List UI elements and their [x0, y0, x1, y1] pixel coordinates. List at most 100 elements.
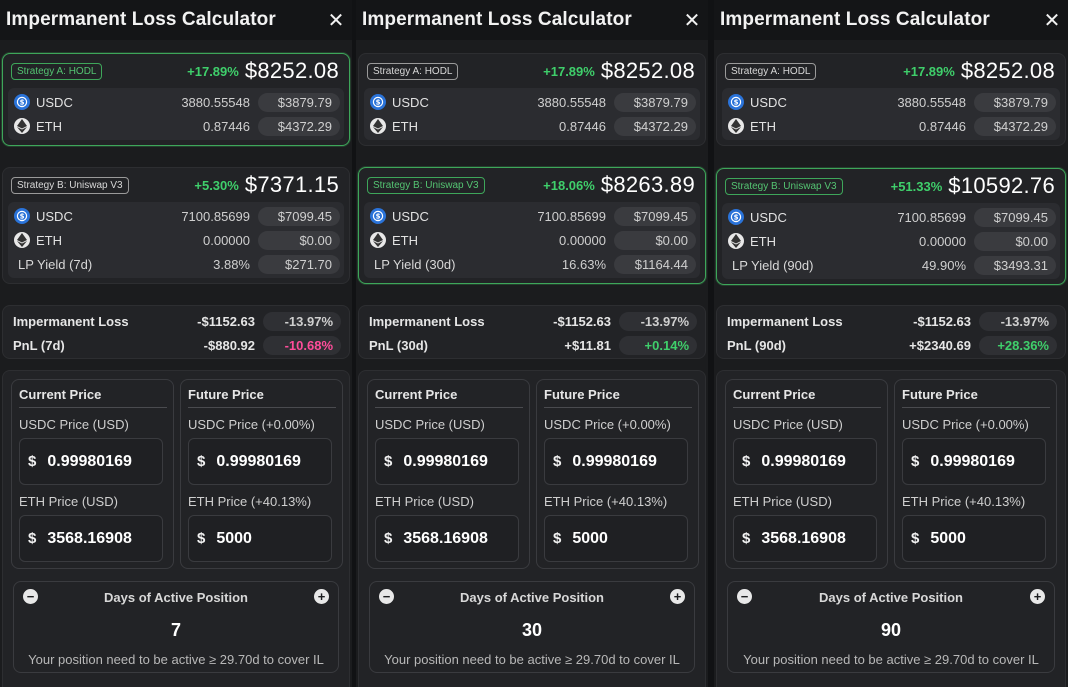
il-value: -$1152.63: [197, 313, 255, 329]
strategy-a-card[interactable]: Strategy A: HODL +17.89% $8252.08 $ USDC…: [2, 53, 350, 146]
lp-yield-value: $1164.44: [614, 254, 696, 274]
future-price-title: Future Price: [544, 387, 692, 408]
current-eth-input[interactable]: [761, 529, 872, 548]
summary-card: Impermanent Loss -$1152.63 -13.97% PnL (…: [2, 305, 350, 359]
token-value: $4372.29: [614, 116, 696, 136]
token-name: ETH: [750, 118, 776, 134]
panel-title: Impermanent Loss Calculator: [6, 9, 276, 30]
future-price-title: Future Price: [188, 387, 336, 408]
future-eth-field[interactable]: $: [902, 515, 1046, 562]
close-icon[interactable]: ✕: [683, 9, 701, 32]
dollar-sign: $: [553, 453, 562, 470]
token-name: ETH: [750, 233, 776, 249]
increase-days-button[interactable]: +: [1030, 589, 1045, 604]
current-eth-field[interactable]: $: [375, 515, 519, 562]
future-usdc-field[interactable]: $: [188, 438, 332, 485]
strategy-b-badge: Strategy B: Uniswap V3: [11, 176, 129, 194]
usdc-icon: $: [728, 94, 744, 110]
current-usdc-label: USDC Price (USD): [375, 417, 485, 432]
days-value[interactable]: 7: [170, 620, 181, 640]
svg-text:$: $: [734, 99, 739, 107]
future-eth-field[interactable]: $: [544, 515, 688, 562]
eth-icon: [728, 233, 744, 249]
panel-header: Impermanent Loss Calculator ✕: [356, 0, 708, 40]
current-eth-input[interactable]: [47, 529, 158, 548]
future-price-box: Future Price USDC Price (+0.00%) $ ETH P…: [536, 379, 699, 569]
future-usdc-field[interactable]: $: [902, 438, 1046, 485]
current-usdc-field[interactable]: $: [375, 438, 519, 485]
lp-yield-row: LP Yield (90d) 49.90% $3493.31: [728, 253, 1056, 277]
strategy-b-card[interactable]: Strategy B: Uniswap V3 +5.30% $7371.15 $…: [2, 167, 350, 284]
current-usdc-input[interactable]: [403, 452, 514, 471]
close-icon[interactable]: ✕: [327, 9, 345, 32]
token-value: $7099.45: [614, 206, 696, 226]
calculator-panel: Impermanent Loss Calculator ✕ Strategy A…: [0, 0, 352, 687]
future-usdc-input[interactable]: [216, 452, 327, 471]
current-usdc-field[interactable]: $: [19, 438, 163, 485]
lp-yield-label: LP Yield (7d): [18, 256, 93, 272]
days-title: Days of Active Position: [104, 590, 248, 605]
strategy-b-percent: +18.06%: [543, 177, 595, 193]
current-price-box: Current Price USDC Price (USD) $ ETH Pri…: [367, 379, 530, 569]
future-eth-input[interactable]: [930, 529, 1041, 548]
future-eth-input[interactable]: [216, 529, 327, 548]
future-price-title: Future Price: [902, 387, 1050, 408]
future-eth-label: ETH Price (+40.13%): [188, 494, 312, 509]
token-amount: 7100.85699: [537, 208, 606, 224]
dollar-sign: $: [911, 453, 920, 470]
current-usdc-input[interactable]: [47, 452, 158, 471]
il-value: -$1152.63: [553, 313, 611, 329]
future-usdc-field[interactable]: $: [544, 438, 688, 485]
future-eth-label: ETH Price (+40.13%): [902, 494, 1026, 509]
increase-days-button[interactable]: +: [670, 589, 685, 604]
strategy-a-percent: +17.89%: [543, 63, 595, 79]
strategy-b-card[interactable]: Strategy B: Uniswap V3 +51.33% $10592.76…: [716, 168, 1066, 285]
increase-days-button[interactable]: +: [314, 589, 329, 604]
current-eth-input[interactable]: [403, 529, 514, 548]
strategy-a-card[interactable]: Strategy A: HODL +17.89% $8252.08 $ USDC…: [716, 53, 1066, 146]
current-price-title: Current Price: [733, 387, 881, 408]
close-icon[interactable]: ✕: [1043, 9, 1061, 32]
strategy-b-total: $8263.89: [600, 172, 695, 197]
token-row-usdc: $ USDC 3880.55548 $3879.79: [728, 90, 1056, 114]
decrease-days-button[interactable]: −: [379, 589, 394, 604]
token-amount: 3880.55548: [181, 94, 250, 110]
future-usdc-label: USDC Price (+0.00%): [188, 417, 315, 432]
token-name: USDC: [36, 94, 73, 110]
pnl-percent: +0.14%: [619, 335, 697, 355]
token-value: $7099.45: [258, 206, 340, 226]
strategy-a-card[interactable]: Strategy A: HODL +17.89% $8252.08 $ USDC…: [358, 53, 706, 146]
token-value: $3879.79: [258, 92, 340, 112]
token-row-usdc: $ USDC 3880.55548 $3879.79: [14, 90, 340, 114]
token-amount: 7100.85699: [897, 209, 966, 225]
days-value[interactable]: 90: [880, 620, 902, 640]
current-usdc-input[interactable]: [761, 452, 872, 471]
future-price-box: Future Price USDC Price (+0.00%) $ ETH P…: [180, 379, 343, 569]
future-eth-field[interactable]: $: [188, 515, 332, 562]
impermanent-loss-row: Impermanent Loss -$1152.63 -13.97%: [359, 309, 705, 333]
lp-yield-value: $271.70: [258, 254, 340, 274]
strategy-b-card[interactable]: Strategy B: Uniswap V3 +18.06% $8263.89 …: [358, 167, 706, 284]
lp-yield-row: LP Yield (7d) 3.88% $271.70: [14, 252, 340, 276]
current-usdc-field[interactable]: $: [733, 438, 877, 485]
current-usdc-label: USDC Price (USD): [19, 417, 129, 432]
future-usdc-input[interactable]: [930, 452, 1041, 471]
days-box: − Days of Active Position + 30 Your posi…: [369, 581, 695, 673]
current-eth-field[interactable]: $: [19, 515, 163, 562]
token-amount: 0.00000: [203, 232, 250, 248]
days-value[interactable]: 30: [521, 620, 543, 640]
future-eth-input[interactable]: [572, 529, 683, 548]
current-price-box: Current Price USDC Price (USD) $ ETH Pri…: [725, 379, 888, 569]
current-eth-field[interactable]: $: [733, 515, 877, 562]
token-amount: 7100.85699: [181, 208, 250, 224]
il-label: Impermanent Loss: [727, 313, 843, 329]
days-title: Days of Active Position: [460, 590, 604, 605]
token-row-eth: ETH 0.87446 $4372.29: [370, 114, 696, 138]
dollar-sign: $: [197, 453, 206, 470]
future-usdc-input[interactable]: [572, 452, 683, 471]
token-name: USDC: [36, 208, 73, 224]
decrease-days-button[interactable]: −: [737, 589, 752, 604]
decrease-days-button[interactable]: −: [23, 589, 38, 604]
strategy-a-badge: Strategy A: HODL: [725, 62, 817, 80]
